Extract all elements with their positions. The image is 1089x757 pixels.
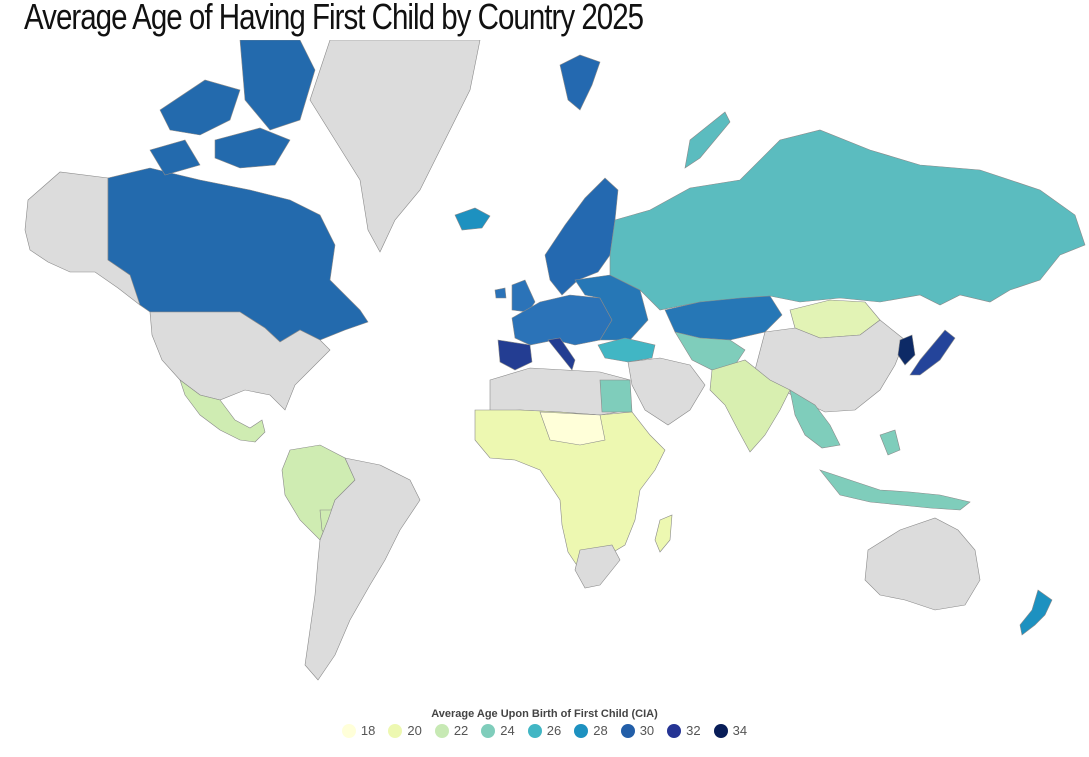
region-iceland[interactable] [454, 207, 491, 231]
legend-swatch [620, 723, 635, 738]
world-map [24, 40, 1086, 681]
region-canada[interactable] [107, 167, 369, 343]
region-canada-arctic[interactable] [149, 40, 316, 176]
region-india[interactable] [709, 359, 791, 453]
region-new-zealand[interactable] [1019, 589, 1053, 636]
region-indonesia[interactable] [819, 429, 971, 511]
map-title: Average Age of Having First Child by Cou… [24, 0, 644, 37]
legend: Average Age Upon Birth of First Child (C… [0, 708, 1089, 743]
legend-item-28[interactable]: 28 [574, 723, 608, 738]
region-egypt[interactable] [599, 379, 633, 413]
region-australia[interactable] [864, 517, 981, 611]
legend-item-30[interactable]: 30 [620, 723, 655, 738]
region-greenland[interactable] [309, 40, 481, 253]
region-japan[interactable] [909, 329, 956, 376]
legend-item-24[interactable]: 24 [481, 723, 515, 738]
legend-label: 30 [639, 723, 655, 738]
region-central-asia[interactable] [674, 331, 746, 371]
legend-label: 32 [686, 723, 701, 738]
region-se-asia[interactable] [789, 389, 841, 449]
legend-label: 24 [500, 723, 515, 738]
region-usa[interactable] [149, 311, 331, 411]
legend-item-32[interactable]: 32 [667, 723, 701, 738]
legend-label: 28 [593, 723, 608, 738]
region-novaya-zemlya[interactable] [684, 111, 731, 169]
legend-swatch [388, 723, 403, 738]
legend-swatch [667, 723, 682, 738]
region-svalbard[interactable] [559, 54, 601, 111]
region-italy[interactable] [547, 337, 576, 371]
region-middle-east[interactable] [627, 357, 706, 426]
legend-swatch [434, 723, 449, 738]
legend-item-20[interactable]: 20 [388, 723, 422, 738]
legend-label: 34 [732, 723, 748, 738]
legend-title: Average Age Upon Birth of First Child (C… [431, 708, 658, 720]
legend-swatch [713, 723, 728, 738]
legend-label: 26 [546, 723, 562, 738]
legend-item-18[interactable]: 18 [341, 723, 376, 738]
region-mexico[interactable] [179, 379, 266, 443]
legend-item-26[interactable]: 26 [527, 723, 562, 738]
region-madagascar[interactable] [654, 514, 673, 553]
region-korea[interactable] [897, 334, 916, 366]
legend-swatch [341, 723, 356, 738]
legend-label: 22 [453, 723, 469, 738]
region-russia[interactable] [609, 129, 1086, 311]
region-turkey[interactable] [597, 337, 656, 363]
legend-item-22[interactable]: 22 [434, 723, 469, 738]
legend-item-34[interactable]: 34 [713, 723, 748, 738]
region-uk[interactable] [494, 279, 536, 313]
region-south-america[interactable] [304, 457, 421, 681]
legend-label: 18 [360, 723, 376, 738]
region-sahel[interactable] [539, 411, 606, 446]
region-spain[interactable] [497, 339, 533, 371]
legend-swatch [574, 723, 589, 738]
legend-swatch [481, 723, 496, 738]
legend-swatch [527, 723, 542, 738]
region-sub-saharan-africa[interactable] [474, 409, 666, 571]
legend-items: 18 20 22 24 26 28 30 32 34 [341, 723, 748, 738]
legend-label: 20 [407, 723, 422, 738]
region-southern-africa[interactable] [574, 544, 621, 589]
